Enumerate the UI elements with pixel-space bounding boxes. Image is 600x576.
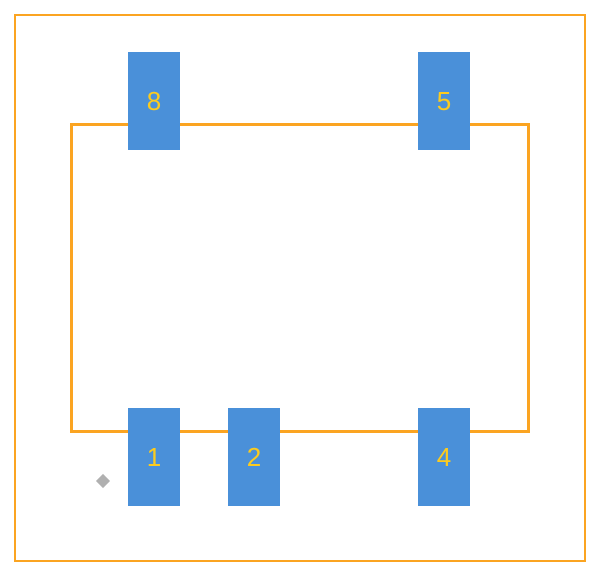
pad-label: 2 [247, 442, 261, 473]
pad-label: 5 [437, 86, 451, 117]
pad-label: 1 [147, 442, 161, 473]
component-outline [70, 123, 530, 433]
pad-2: 2 [228, 408, 280, 506]
pad-label: 8 [147, 86, 161, 117]
pad-label: 4 [437, 442, 451, 473]
pad-4: 4 [418, 408, 470, 506]
pad-8: 8 [128, 52, 180, 150]
pad-5: 5 [418, 52, 470, 150]
pad-1: 1 [128, 408, 180, 506]
